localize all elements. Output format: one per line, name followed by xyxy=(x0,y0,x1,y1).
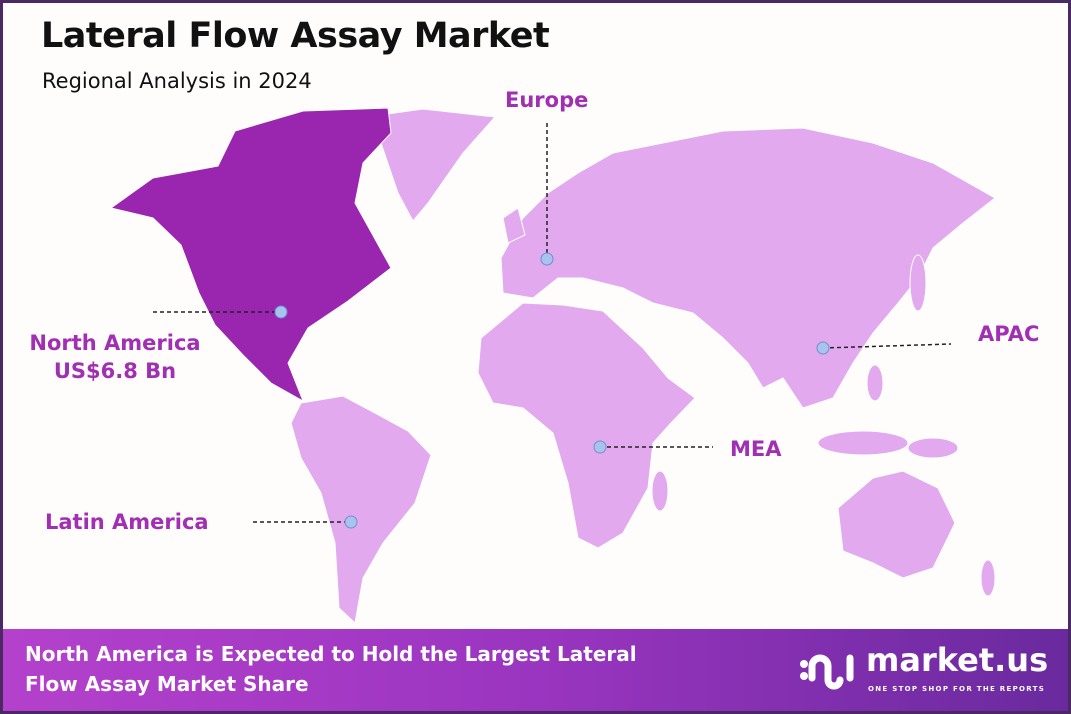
marker-europe xyxy=(540,252,554,266)
footer-line-2: Flow Assay Market Share xyxy=(25,672,309,696)
region-name: North America xyxy=(29,331,201,355)
page-title: Lateral Flow Assay Market xyxy=(41,16,550,56)
label-north-america: North America US$6.8 Bn xyxy=(15,329,215,385)
greenland xyxy=(356,108,497,222)
philippines xyxy=(866,364,884,402)
world-map xyxy=(109,107,996,624)
south-america xyxy=(290,395,432,624)
marker-latin-america xyxy=(344,515,358,529)
new-zealand xyxy=(980,559,996,597)
marker-mea xyxy=(593,440,607,454)
label-europe: Europe xyxy=(505,88,589,112)
marker-apac xyxy=(816,341,830,355)
marker-north-america xyxy=(274,305,288,319)
footer-line-1: North America is Expected to Hold the La… xyxy=(25,642,637,666)
connector-apac xyxy=(822,343,952,349)
uk xyxy=(502,207,526,244)
region-value: US$6.8 Bn xyxy=(53,359,177,383)
page-subtitle: Regional Analysis in 2024 xyxy=(42,69,312,93)
madagascar xyxy=(651,470,669,512)
market-us-logo: market.us ONE STOP SHOP FOR THE REPORTS xyxy=(798,639,1048,695)
australia xyxy=(837,470,956,579)
logo-tagline: ONE STOP SHOP FOR THE REPORTS xyxy=(868,685,1046,693)
footer-banner: North America is Expected to Hold the La… xyxy=(3,629,1068,711)
logo-mark-icon xyxy=(800,654,854,690)
label-mea: MEA xyxy=(730,437,782,461)
new-guinea xyxy=(907,437,959,459)
north-america xyxy=(109,107,392,403)
japan xyxy=(909,254,927,312)
label-latin-america: Latin America xyxy=(45,510,209,534)
indonesia xyxy=(817,430,909,456)
footer-text: North America is Expected to Hold the La… xyxy=(25,639,765,699)
logo-name: market.us xyxy=(866,641,1049,679)
africa xyxy=(477,302,696,549)
eurasia xyxy=(500,127,996,409)
label-apac: APAC xyxy=(978,322,1040,346)
